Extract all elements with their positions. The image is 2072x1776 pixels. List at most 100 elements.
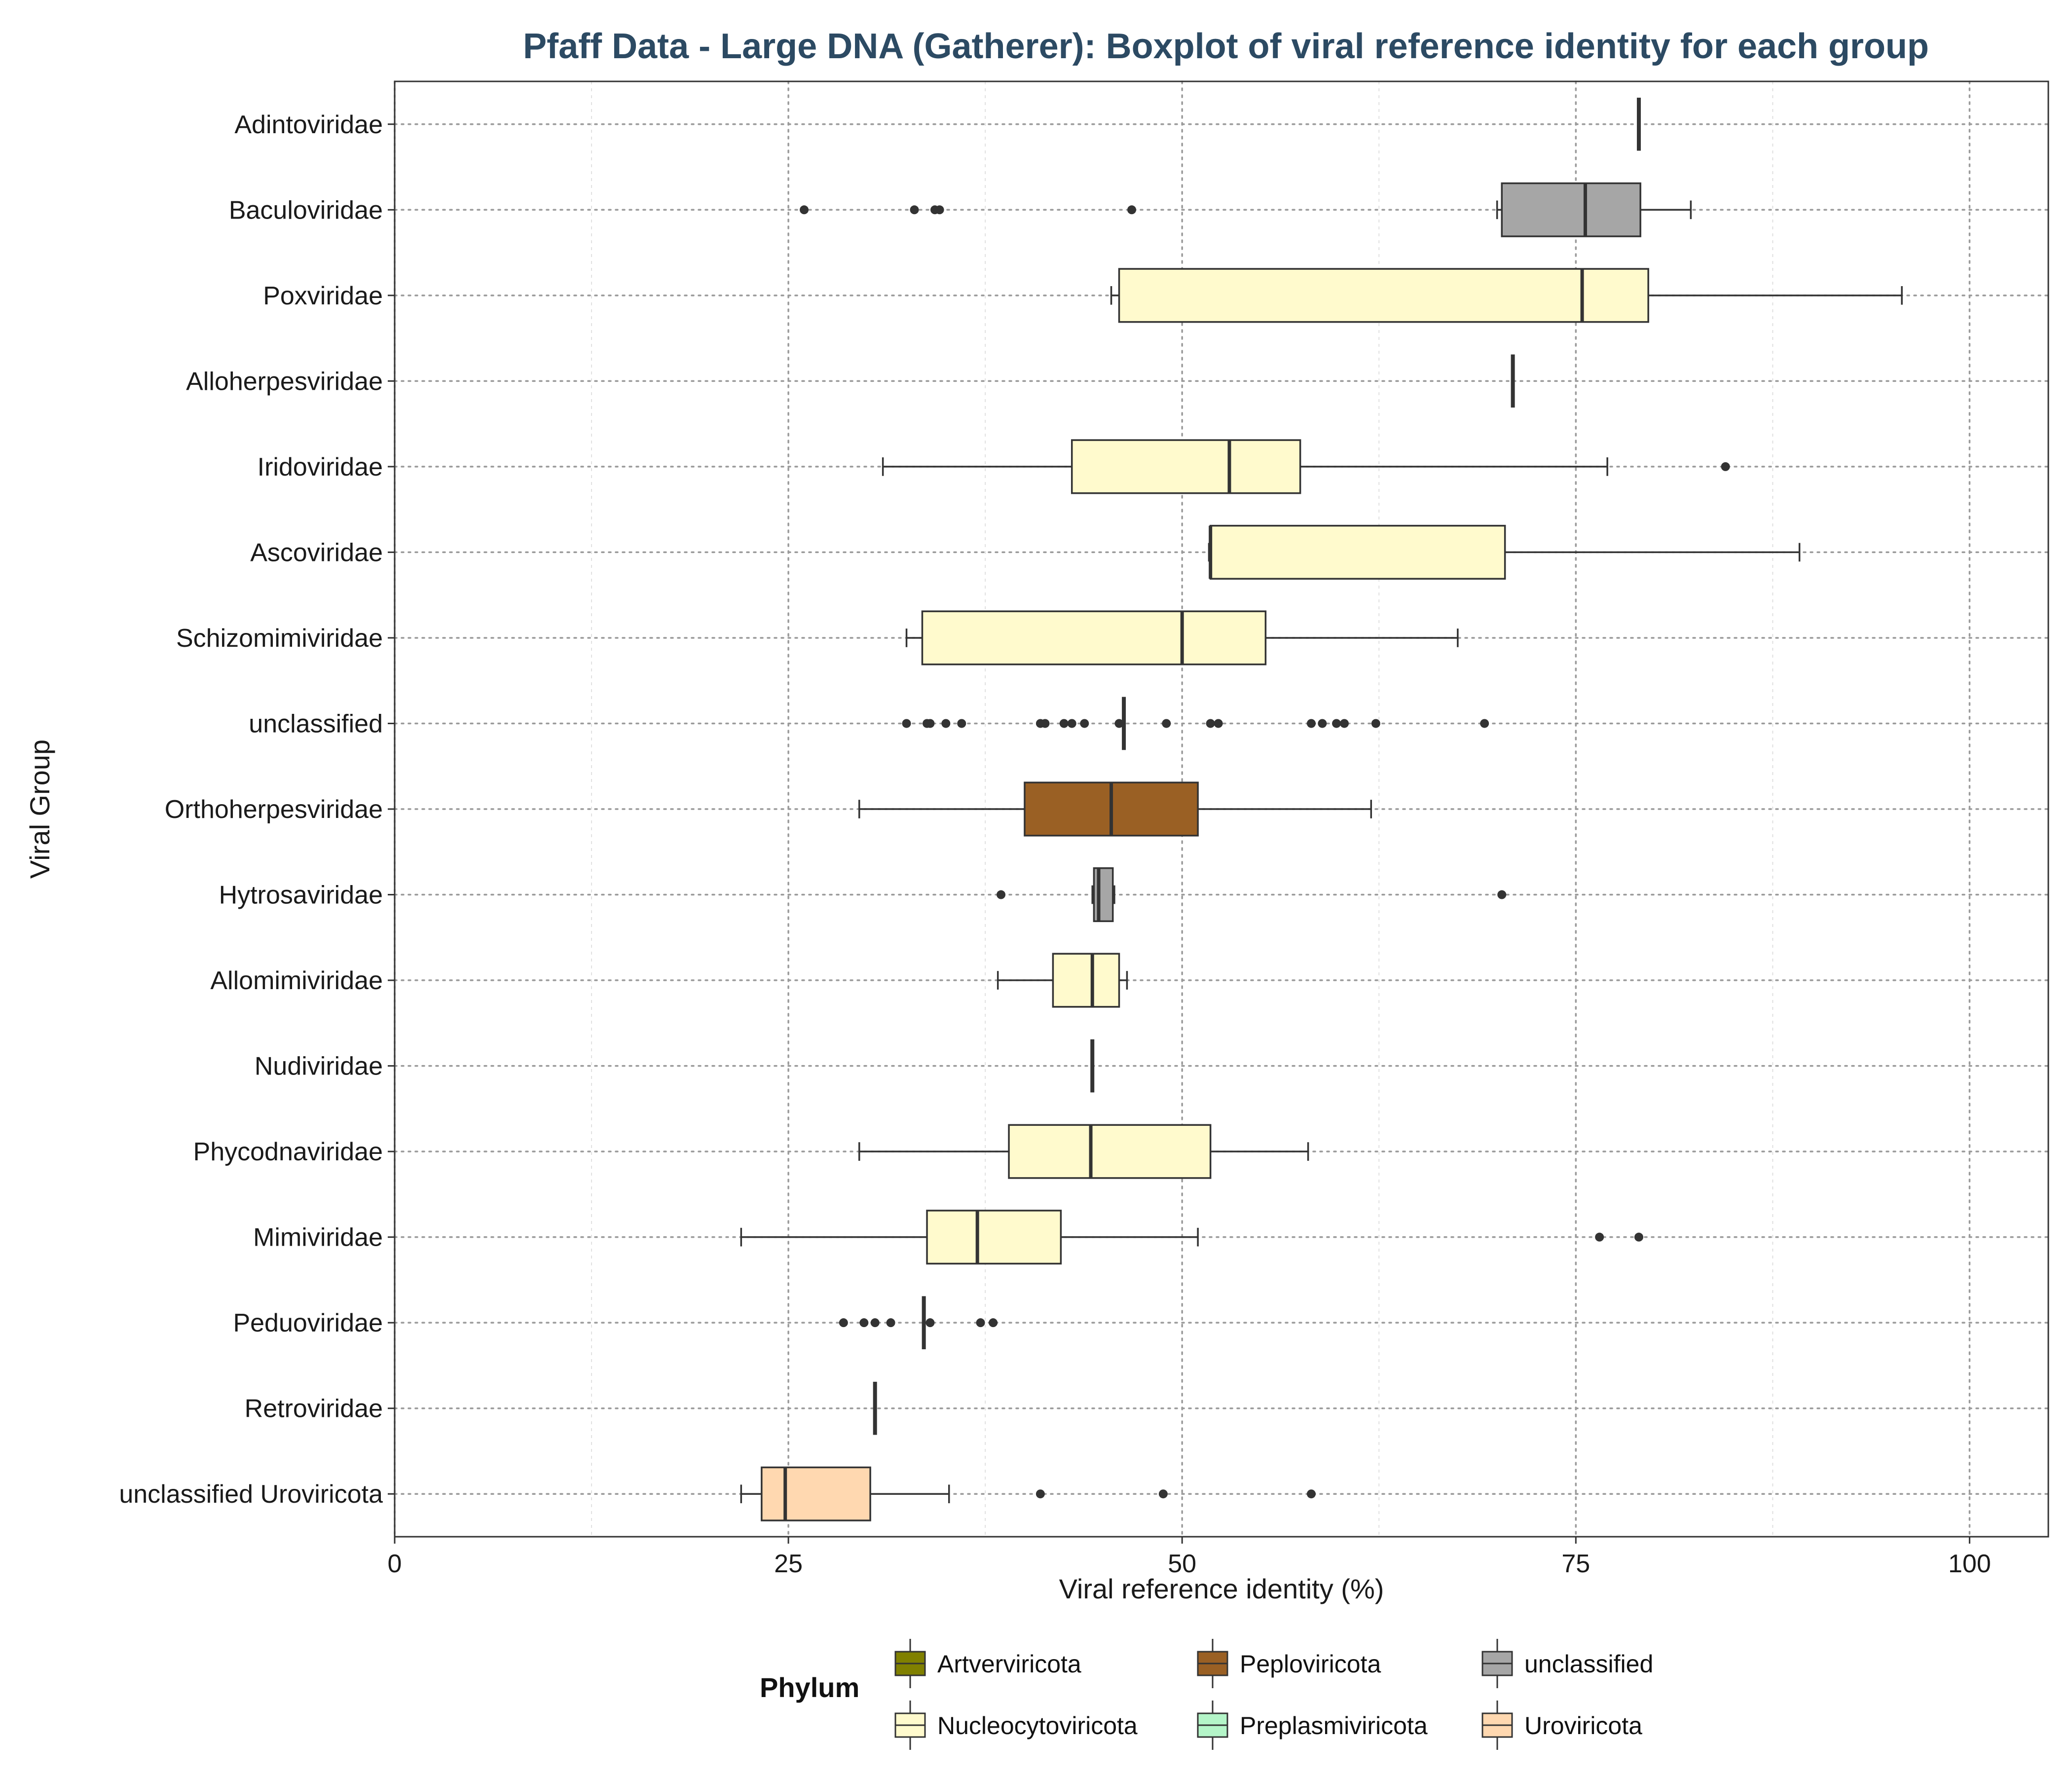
outlier-point (941, 719, 951, 728)
outlier-point (1162, 719, 1171, 728)
legend-entry-nucleocytoviricota: Nucleocytoviricota (894, 1701, 1138, 1750)
box-iqr (761, 1466, 871, 1521)
box-unclassified (902, 697, 1489, 750)
y-tick-label: Mimiviridae (253, 1223, 383, 1252)
outlier-point (1114, 719, 1124, 728)
box-iqr (921, 610, 1267, 666)
box-iqr (926, 1210, 1062, 1265)
legend-entry-peploviricota: Peploviricota (1197, 1639, 1381, 1688)
box-iqr (1071, 439, 1301, 494)
outlier-point (1158, 1489, 1168, 1499)
legend-entry-artverviricota: Artverviricota (894, 1639, 1081, 1688)
y-tick-label: Allomimiviridae (210, 966, 383, 995)
legend-entry-uroviricota: Uroviricota (1481, 1701, 1642, 1750)
outlier-point (997, 890, 1006, 899)
y-tick-label: Peduoviridae (233, 1309, 383, 1337)
y-tick-label: Alloherpesviridae (186, 367, 383, 396)
x-tick-label: 0 (388, 1550, 402, 1578)
y-tick-label: Adintoviridae (234, 111, 383, 139)
x-tick-label: 100 (1948, 1550, 1991, 1578)
outlier-point (859, 1318, 869, 1328)
outlier-point (1634, 1232, 1643, 1242)
legend-label: Preplasmiviricota (1240, 1712, 1428, 1739)
y-tick-label: Hytrosaviridae (219, 881, 383, 910)
outlier-point (1371, 719, 1380, 728)
x-tick-label: 25 (774, 1550, 803, 1578)
grid-lines (394, 80, 2049, 1538)
x-axis-label: Viral reference identity (%) (1059, 1573, 1384, 1604)
outlier-point (976, 1318, 985, 1328)
box-phycodnaviridae (858, 1124, 1309, 1179)
legend-label: Nucleocytoviricota (937, 1712, 1138, 1739)
y-tick-label: Orthoherpesviridae (165, 795, 383, 824)
legend: Phylum Artverviricota Nucleocytoviricota P… (760, 1639, 1653, 1750)
outlier-point (910, 205, 919, 215)
outlier-point (1036, 1489, 1045, 1499)
outlier-point (935, 205, 944, 215)
box-iridoviridae (882, 439, 1730, 494)
outlier-point (1059, 719, 1069, 728)
y-axis-tick-labels: Adintoviridae Baculoviridae Poxviridae Allo… (119, 111, 395, 1509)
box-iqr (1008, 1124, 1212, 1179)
x-axis-tick-labels: 0 25 50 75 100 (388, 1537, 1991, 1578)
box-iqr (1052, 953, 1120, 1008)
outlier-point (1721, 462, 1730, 471)
outlier-point (1306, 719, 1316, 728)
outlier-point (886, 1318, 895, 1328)
outlier-point (1332, 719, 1341, 728)
x-tick-label: 75 (1561, 1550, 1590, 1578)
outlier-point (902, 719, 911, 728)
y-tick-label: unclassified (249, 709, 383, 738)
box-hytrosaviridae (997, 867, 1507, 923)
outlier-point (1480, 719, 1489, 728)
box-unclassified-uroviricota (740, 1466, 1316, 1521)
legend-label: Peploviricota (1240, 1650, 1381, 1678)
y-tick-label: Phycodnaviridae (193, 1138, 383, 1166)
legend-label: unclassified (1524, 1650, 1653, 1678)
y-tick-label: Retroviridae (245, 1395, 383, 1423)
legend-title: Phylum (760, 1672, 859, 1703)
outlier-point (870, 1318, 880, 1328)
legend-entry-unclassified: unclassified (1481, 1639, 1653, 1688)
box-iqr (1093, 867, 1114, 923)
box-orthoherpesviridae (858, 781, 1372, 837)
legend-entry-preplasmiviricota: Preplasmiviricota (1197, 1701, 1428, 1750)
outlier-point (839, 1318, 848, 1328)
outlier-point (1067, 719, 1076, 728)
box-schizomimiviridae (905, 610, 1459, 666)
outlier-point (1206, 719, 1215, 728)
y-tick-label: Baculoviridae (229, 196, 383, 224)
box-mimiviridae (740, 1210, 1643, 1265)
box-allomimiviridae (997, 953, 1128, 1008)
chart-title: Pfaff Data - Large DNA (Gatherer): Boxpl… (523, 27, 1929, 66)
box-poxviridae (1110, 268, 1903, 323)
outlier-point (957, 719, 966, 728)
outlier-point (1040, 719, 1050, 728)
box-iqr (1209, 524, 1506, 580)
box-iqr (1501, 182, 1641, 237)
box-iqr (1118, 268, 1649, 323)
legend-label: Uroviricota (1524, 1712, 1642, 1739)
outlier-point (1340, 719, 1349, 728)
outlier-point (1127, 205, 1137, 215)
y-tick-label: Schizomimiviridae (176, 624, 383, 653)
legend-label: Artverviricota (937, 1650, 1081, 1678)
y-tick-label: Iridoviridae (258, 453, 383, 481)
outlier-point (1080, 719, 1089, 728)
box-peduoviridae (839, 1296, 998, 1349)
outlier-point (925, 719, 935, 728)
box-ascoviridae (1208, 524, 1801, 580)
outlier-point (1497, 890, 1507, 899)
y-tick-label: Poxviridae (263, 282, 383, 310)
y-tick-label: Nudiviridae (255, 1052, 383, 1081)
outlier-point (989, 1318, 998, 1328)
outlier-point (1595, 1232, 1604, 1242)
outlier-point (1318, 719, 1327, 728)
y-tick-label: Ascoviridae (250, 538, 383, 567)
box-baculoviridae (800, 182, 1692, 237)
plot-panel-border (394, 80, 2049, 1538)
outlier-point (1214, 719, 1223, 728)
y-tick-label: unclassified Uroviricota (119, 1480, 383, 1509)
outlier-point (925, 1318, 935, 1328)
